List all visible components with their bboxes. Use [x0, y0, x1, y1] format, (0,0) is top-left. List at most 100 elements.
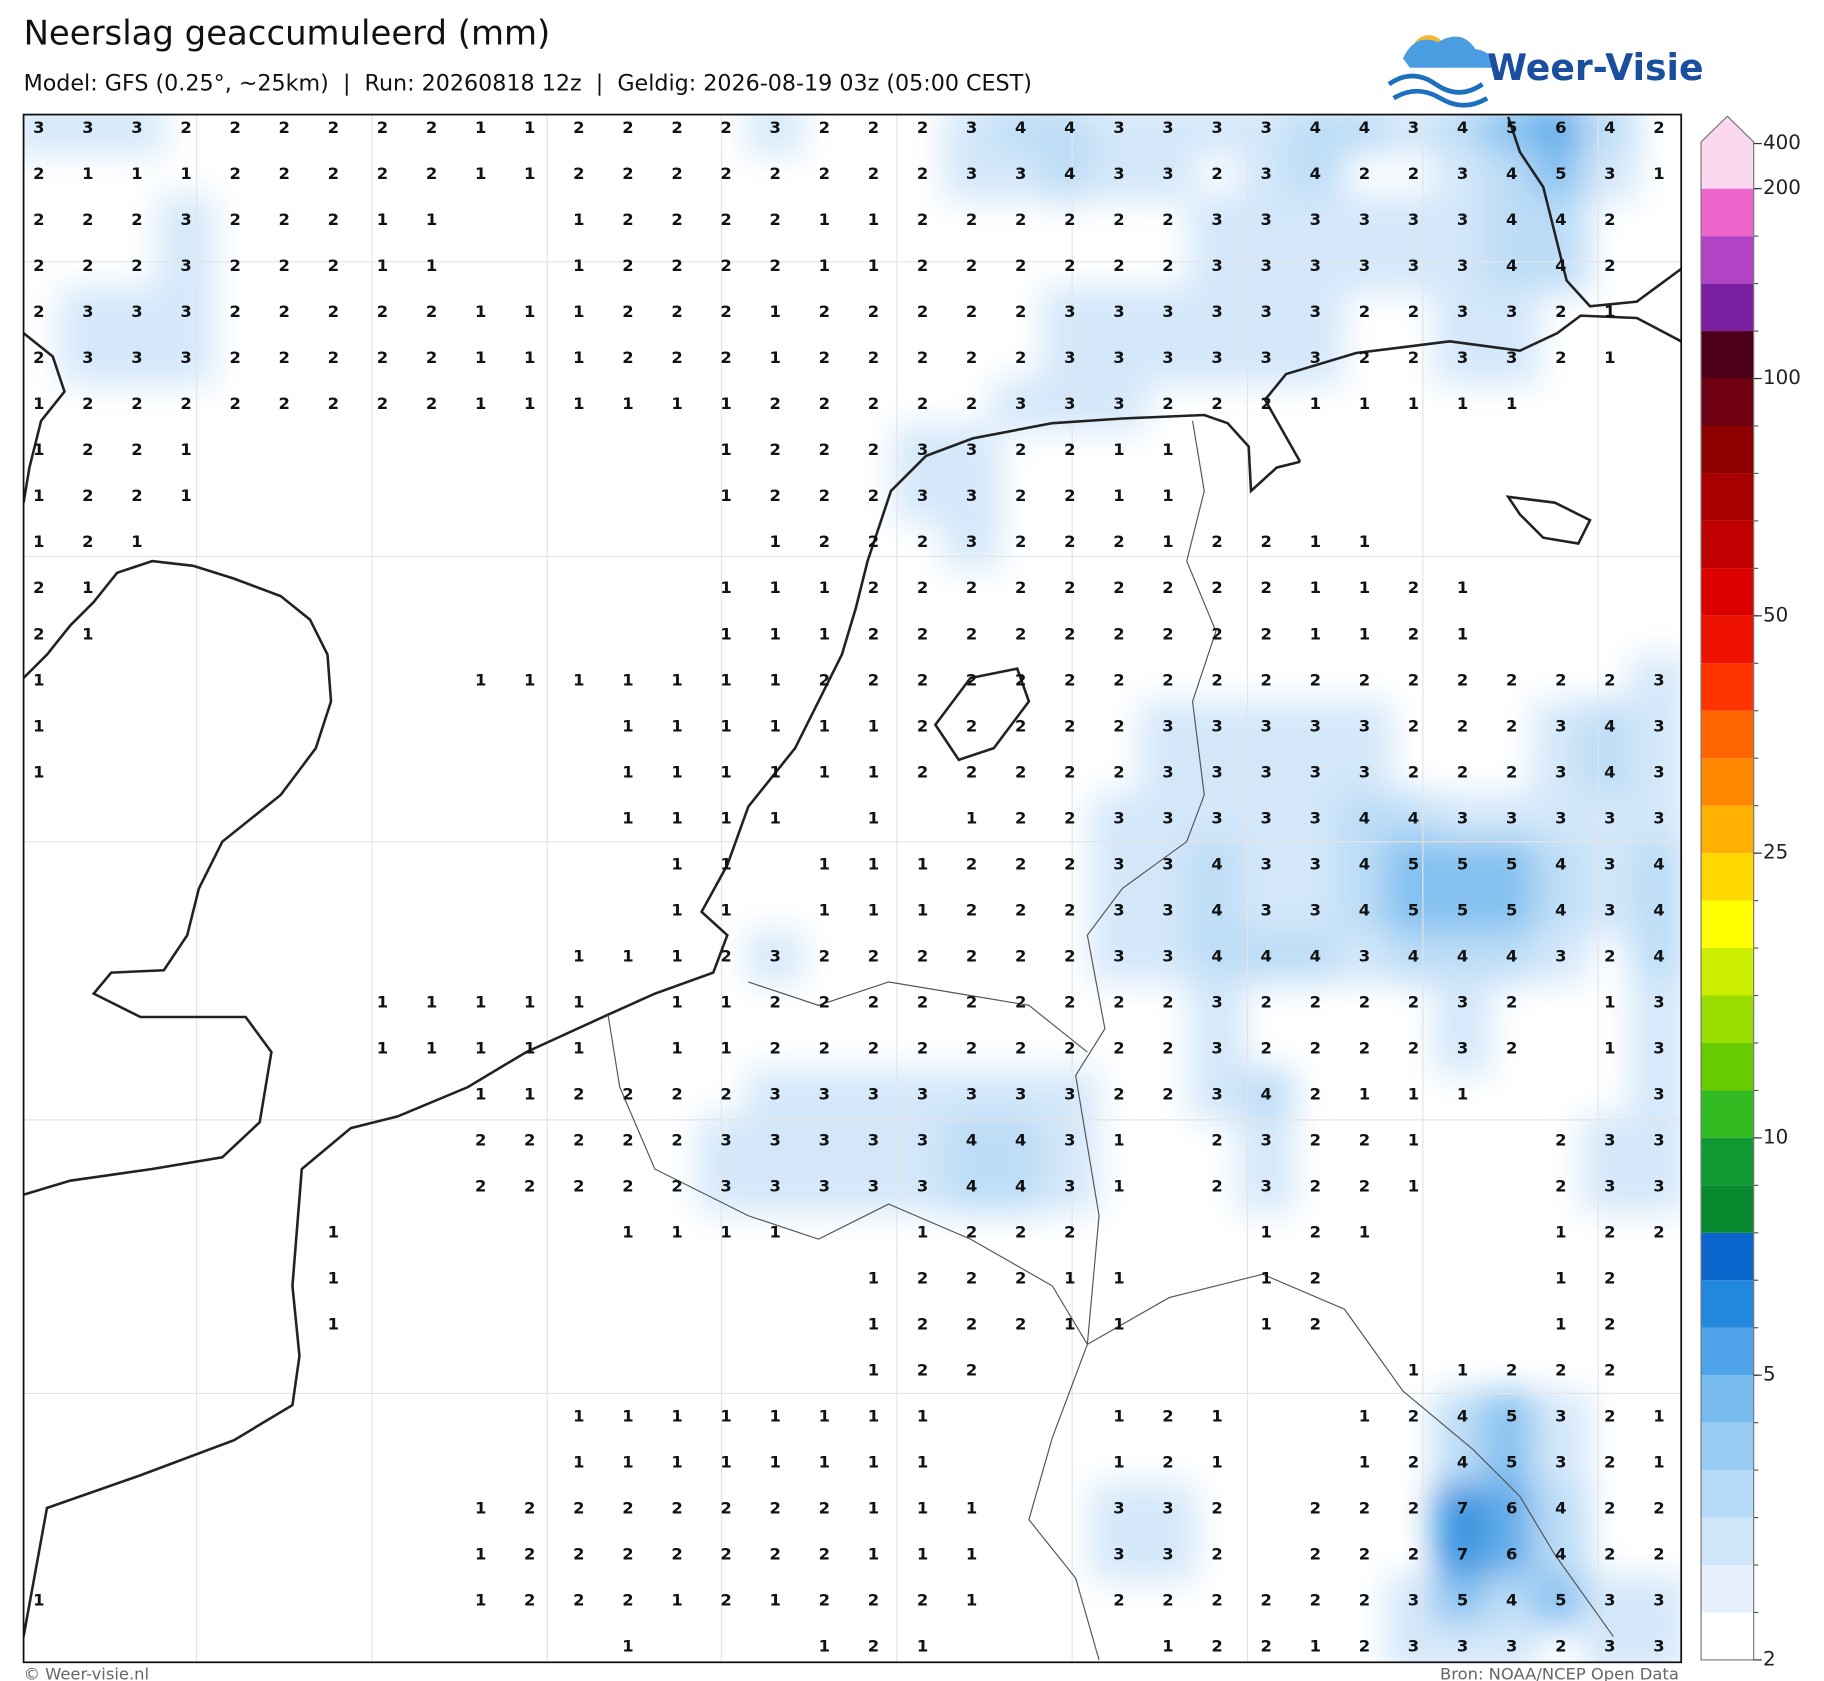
shade-cell — [1581, 114, 1638, 155]
value-label: 1 — [819, 1637, 830, 1656]
colorbar-segment — [1701, 710, 1754, 759]
value-label: 2 — [966, 348, 977, 367]
value-label: 3 — [917, 1084, 928, 1103]
value-label: 1 — [1359, 578, 1370, 597]
value-label: 3 — [720, 1130, 731, 1149]
value-label: 7 — [1457, 1545, 1468, 1564]
shade-cell — [747, 114, 804, 155]
value-label: 2 — [868, 1637, 879, 1656]
value-label: 1 — [377, 256, 388, 275]
shade-cell — [1434, 1575, 1491, 1627]
value-label: 2 — [1211, 670, 1222, 689]
value-label: 4 — [1408, 808, 1419, 827]
value-label: 2 — [819, 118, 830, 137]
value-label: 2 — [1064, 808, 1075, 827]
value-label: 3 — [131, 118, 142, 137]
value-label: 2 — [1310, 1499, 1321, 1518]
value-label: 1 — [819, 210, 830, 229]
value-label: 2 — [770, 394, 781, 413]
value-label: 2 — [1113, 256, 1124, 275]
value-label: 1 — [524, 670, 535, 689]
value-label: 3 — [1555, 946, 1566, 965]
value-label: 3 — [1408, 118, 1419, 137]
shade-cell — [1041, 332, 1098, 385]
value-label: 2 — [1408, 1038, 1419, 1057]
value-label: 2 — [770, 440, 781, 459]
shade-cell — [1189, 286, 1246, 339]
value-label: 3 — [1653, 1038, 1664, 1057]
value-label: 3 — [1310, 808, 1321, 827]
value-label: 1 — [671, 854, 682, 873]
shade-cell — [1483, 885, 1540, 937]
value-label: 1 — [1113, 486, 1124, 505]
value-label: 1 — [868, 762, 879, 781]
shade-cell — [1532, 839, 1589, 891]
colorbar-segment — [1701, 1612, 1754, 1660]
value-label: 3 — [1457, 1038, 1468, 1057]
value-label: 2 — [475, 1176, 486, 1195]
value-label: 3 — [1506, 808, 1517, 827]
colorbar-outline — [1700, 115, 1755, 1661]
value-label: 2 — [1162, 670, 1173, 689]
shade-cell — [1532, 240, 1589, 293]
value-label: 1 — [671, 1591, 682, 1610]
shade-cell — [1287, 885, 1344, 937]
shade-cell — [1139, 286, 1197, 339]
value-label: 4 — [1310, 946, 1321, 965]
shade-cell — [1139, 114, 1197, 155]
shade-cell — [1041, 148, 1098, 201]
value-label: 1 — [1310, 1637, 1321, 1656]
value-label: 3 — [1359, 946, 1370, 965]
value-label: 1 — [1261, 1222, 1272, 1241]
shade-cell — [1630, 747, 1682, 799]
value-label: 1 — [966, 808, 977, 827]
value-label: 1 — [524, 1038, 535, 1057]
value-label: 2 — [1457, 670, 1468, 689]
value-label: 1 — [1653, 164, 1664, 183]
value-label: 2 — [622, 1591, 633, 1610]
colorbar-segment — [1701, 758, 1754, 806]
value-label: 2 — [131, 394, 142, 413]
shade-cell — [1581, 1621, 1638, 1663]
value-label: 2 — [868, 532, 879, 551]
shade-cell — [1630, 1621, 1682, 1663]
value-label: 2 — [1113, 624, 1124, 643]
value-label: 1 — [1113, 1130, 1124, 1149]
value-label: 2 — [1064, 486, 1075, 505]
value-label: 1 — [573, 992, 584, 1011]
shade-cell — [1287, 240, 1344, 293]
value-label: 1 — [1604, 992, 1615, 1011]
value-label: 2 — [966, 302, 977, 321]
value-label: 2 — [1015, 302, 1026, 321]
value-label: 5 — [1506, 1407, 1517, 1426]
value-label: 2 — [1408, 716, 1419, 735]
colorbar-segment — [1701, 473, 1754, 521]
value-label: 1 — [770, 624, 781, 643]
value-label: 1 — [1408, 1176, 1419, 1195]
value-label: 3 — [131, 302, 142, 321]
value-label: 1 — [475, 1038, 486, 1057]
value-label: 5 — [1506, 854, 1517, 873]
value-label: 2 — [720, 118, 731, 137]
value-label: 3 — [770, 946, 781, 965]
value-label: 3 — [1261, 762, 1272, 781]
value-label: 4 — [1653, 854, 1664, 873]
value-label: 3 — [1211, 762, 1222, 781]
value-label: 3 — [819, 1176, 830, 1195]
value-label: 3 — [1064, 394, 1075, 413]
shade-cell — [1483, 1483, 1540, 1535]
value-label: 4 — [1506, 164, 1517, 183]
shade-cell — [1090, 931, 1147, 983]
shade-cell — [1434, 1023, 1491, 1075]
value-label: 3 — [917, 440, 928, 459]
value-label: 2 — [573, 1545, 584, 1564]
coast — [1505, 495, 1592, 546]
value-label: 1 — [770, 1222, 781, 1241]
value-label: 2 — [1604, 1314, 1615, 1333]
value-label: 2 — [917, 578, 928, 597]
value-label: 3 — [1359, 762, 1370, 781]
value-label: 2 — [33, 578, 44, 597]
value-label: 2 — [1506, 762, 1517, 781]
value-label: 2 — [622, 1545, 633, 1564]
value-label: 1 — [573, 670, 584, 689]
